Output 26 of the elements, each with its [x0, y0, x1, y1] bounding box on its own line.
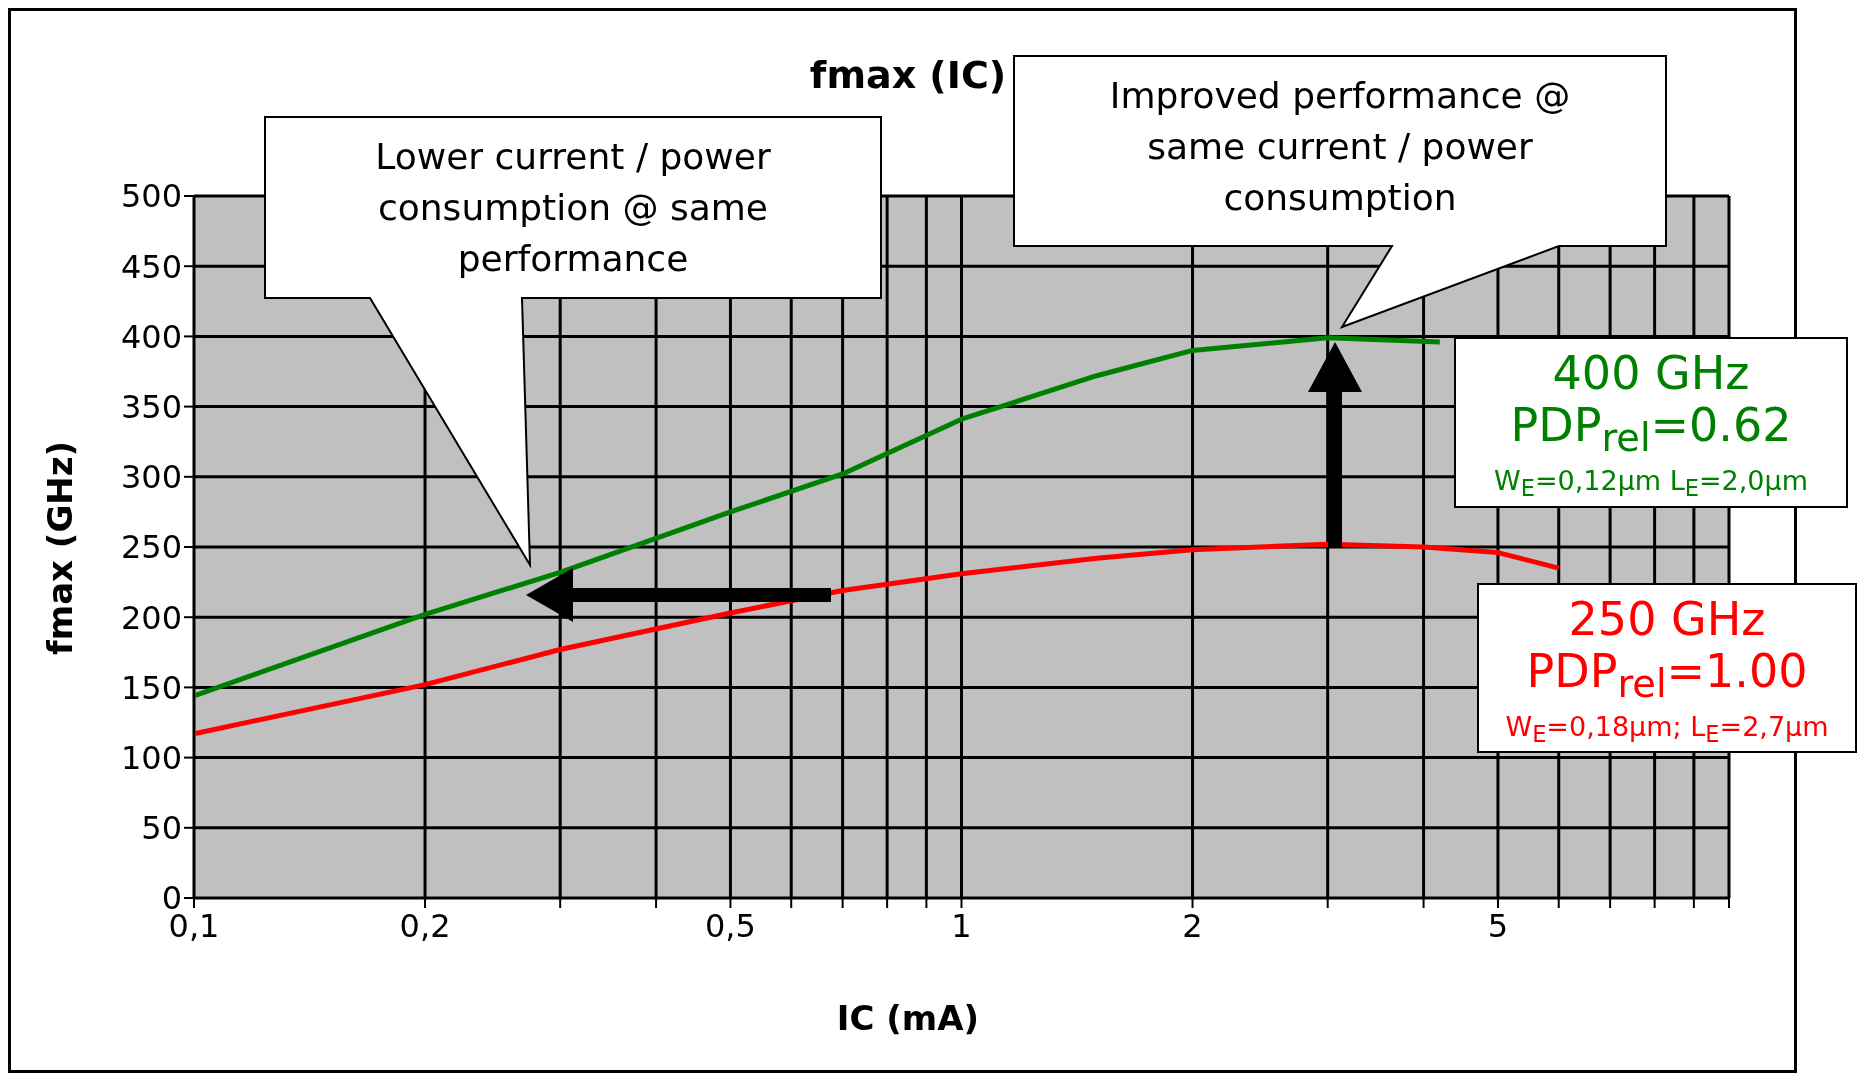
annotation: 400 GHz: [1552, 346, 1750, 400]
x-tick-label: 5: [1487, 906, 1509, 945]
x-tick-label: 2: [1182, 906, 1203, 945]
x-tick-label: 0,5: [705, 906, 756, 945]
y-tick-label: 450: [120, 247, 182, 286]
x-axis-title: IC (mA): [836, 998, 980, 1038]
annotation: PDP$_{rel}$=1.00: [1526, 644, 1808, 707]
annotation: 250 GHz: [1568, 592, 1766, 646]
y-axis-title: fmax (GHz): [40, 440, 80, 656]
y-tick-label: 100: [120, 738, 182, 777]
annotation: Improved performance @ same current / power consumption: [1109, 75, 1571, 218]
y-tick-label: 200: [120, 598, 182, 637]
y-tick-label: 300: [120, 458, 182, 497]
annotation: W$_{E}$=0,12µm L$_{E}$=2,0µm: [1493, 465, 1809, 502]
annotation: Lower current / power consumption @ same performance: [375, 136, 771, 279]
annotation: W$_{E}$=0,18µm; L$_{E}$=2,7µm: [1505, 711, 1829, 748]
y-tick-label: 350: [120, 387, 182, 426]
y-tick-label: 400: [120, 317, 182, 356]
x-tick-label: 1: [951, 906, 972, 945]
y-tick-label: 500: [120, 177, 182, 216]
y-tick-label: 50: [141, 809, 182, 848]
y-tick-label: 150: [120, 668, 182, 707]
x-tick-label: 0,2: [399, 906, 451, 945]
chart-title: fmax (IC): [809, 53, 1007, 97]
y-tick-label: 250: [120, 528, 182, 567]
annotation: PDP$_{rel}$=0.62: [1510, 398, 1792, 461]
